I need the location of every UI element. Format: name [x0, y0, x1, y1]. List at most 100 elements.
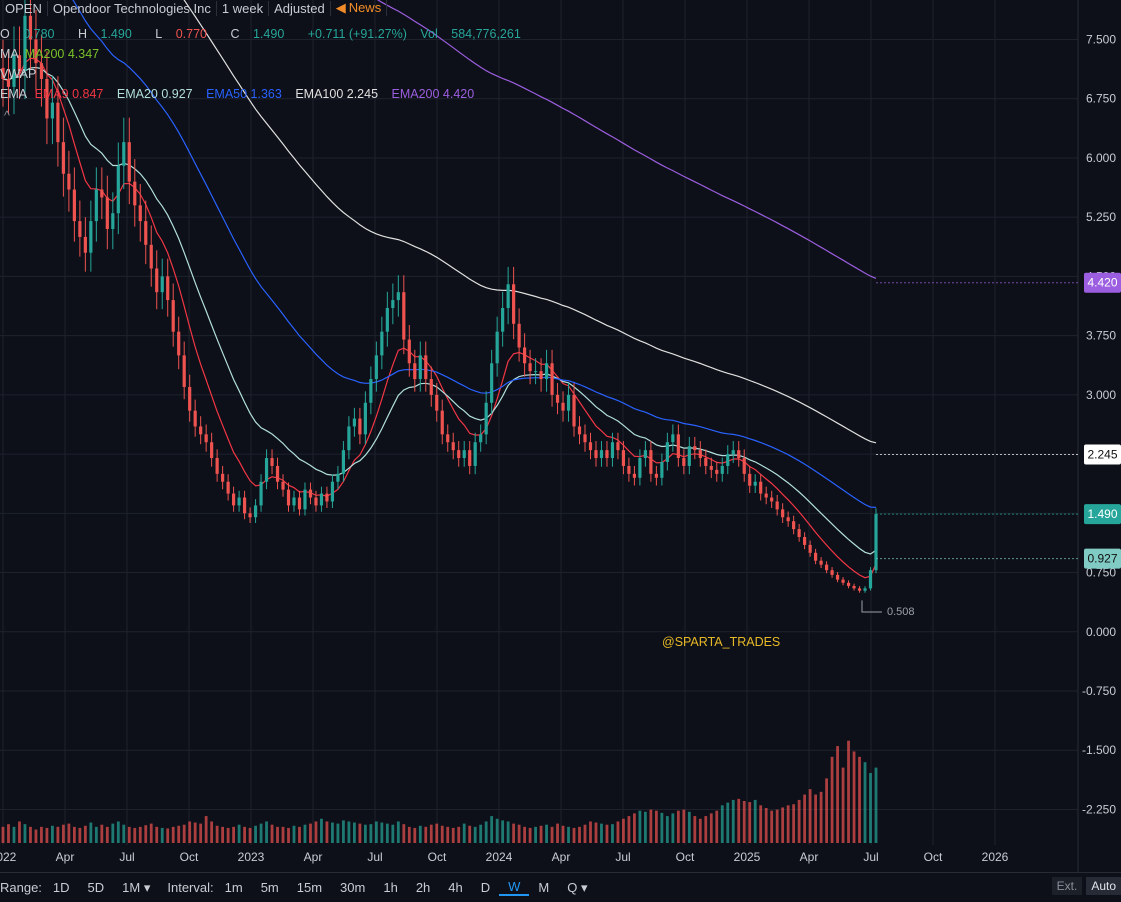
candle-body	[852, 585, 856, 589]
volume-bar	[40, 826, 43, 843]
candle-body	[89, 221, 93, 253]
chart-grid	[0, 0, 1078, 845]
ema20-value: EMA20 0.927	[116, 87, 193, 101]
volume-bar	[1, 826, 5, 843]
ema-label: EMA	[0, 87, 28, 101]
ticker-symbol[interactable]: OPEN	[0, 0, 48, 16]
news-icon: ◀	[335, 0, 346, 15]
ema9-line	[2, 57, 877, 579]
candle-body	[144, 221, 148, 245]
volume-bar	[347, 821, 351, 843]
volume-bar	[116, 821, 120, 843]
collapse-legend-icon[interactable]: ^	[4, 109, 10, 123]
volume-bar	[808, 789, 812, 843]
interval-5m[interactable]: 5m	[260, 880, 279, 895]
auto-button[interactable]: Auto	[1086, 877, 1121, 895]
volume-bar	[622, 818, 625, 843]
interval-m[interactable]: M	[538, 880, 550, 895]
volume-bar	[396, 821, 400, 843]
interval-4h[interactable]: 4h	[448, 880, 463, 895]
ema100-value: EMA100 2.245	[295, 87, 379, 101]
vwap-legend[interactable]: VWAP	[0, 67, 46, 81]
candle-body	[484, 402, 488, 435]
candle-body	[698, 450, 702, 459]
adjusted-label[interactable]: Adjusted	[269, 0, 331, 16]
candle-body	[868, 570, 873, 589]
volume-bar	[45, 827, 49, 843]
volume-bar	[457, 826, 461, 843]
volume-bar	[199, 823, 203, 843]
range-1d[interactable]: 1D	[52, 880, 70, 895]
candle-body	[627, 465, 631, 474]
ma-legend[interactable]: MA MA200 4.347	[0, 47, 109, 61]
interval-1m[interactable]: 1m	[224, 880, 243, 895]
volume-bar	[654, 810, 658, 843]
candle-body	[407, 339, 411, 364]
interval-1h[interactable]: 1h	[383, 880, 398, 895]
volume-bar	[836, 746, 839, 843]
x-tick-label: Oct	[924, 850, 943, 864]
interval-q[interactable]: Q ▾	[567, 879, 588, 895]
volume-bar	[556, 823, 559, 843]
volume-bar	[144, 825, 148, 843]
volume-bar	[786, 805, 790, 843]
price-axis: 7.5006.7506.0005.2504.5003.7503.0002.250…	[1077, 0, 1121, 872]
x-tick-label: Jul	[119, 850, 134, 864]
interval-w[interactable]: W	[499, 879, 530, 896]
candle-body	[297, 497, 302, 510]
volume-bar	[270, 824, 274, 843]
price-axis-bg	[1078, 0, 1121, 872]
range-5d[interactable]: 5D	[87, 880, 105, 895]
interval-2h[interactable]: 2h	[415, 880, 431, 895]
news-button[interactable]: ◀ News	[331, 0, 388, 16]
candle-body	[539, 371, 543, 380]
candle-body	[649, 450, 653, 474]
time-axis: 2022 Apr Jul Oct 2023 Apr Jul Oct 2024 Apr Jul Oct 2…	[0, 850, 1009, 864]
ema-legend[interactable]: EMA EMA9 0.847 EMA20 0.927 EMA50 1.363 E…	[0, 87, 484, 101]
interval-d[interactable]: D	[480, 880, 491, 895]
range-1m[interactable]: 1M ▾	[122, 879, 151, 895]
candle-body	[56, 102, 60, 143]
volume-bar	[600, 823, 603, 843]
volume-bar	[7, 824, 10, 843]
volume-bar	[545, 824, 548, 843]
interval-30m[interactable]: 30m	[340, 880, 366, 895]
x-tick-label: Apr	[56, 850, 75, 864]
x-tick-label: 2023	[238, 850, 265, 864]
interval-label[interactable]: 1 week	[217, 0, 270, 16]
volume-bar	[589, 821, 592, 843]
volume-bar	[506, 821, 510, 843]
candle-body	[160, 276, 164, 293]
candle-body	[737, 450, 741, 459]
candle-body	[232, 493, 236, 506]
candle-body	[555, 394, 560, 403]
candle-body	[599, 450, 604, 459]
candle-body	[621, 450, 626, 466]
volume-bar	[572, 827, 576, 843]
candle-body	[676, 434, 680, 459]
candle-body	[846, 582, 851, 586]
interval-15m[interactable]: 15m	[296, 880, 323, 895]
candle-body	[226, 481, 230, 494]
candle-body	[857, 588, 862, 591]
volume-bar	[18, 821, 21, 843]
candle-body	[863, 588, 867, 591]
y-tick-label: 5.250	[1086, 210, 1116, 224]
candle-body	[616, 442, 620, 451]
volume-bar	[210, 821, 214, 843]
volume-bar	[56, 826, 60, 843]
volume-bar	[468, 825, 472, 843]
volume-bar	[660, 812, 664, 843]
volume-bar	[254, 825, 257, 843]
volume-bar	[440, 825, 444, 843]
y-tick-label: 3.000	[1086, 388, 1116, 402]
volume-bar	[325, 821, 329, 843]
volume-bar	[385, 823, 389, 843]
candle-body	[566, 394, 571, 411]
volume-bar	[583, 824, 587, 843]
volume-bar	[841, 767, 845, 843]
ext-button[interactable]: Ext.	[1051, 877, 1083, 895]
volume-bar	[105, 826, 109, 843]
chart-header: OPEN Opendoor Technologies Inc 1 week Ad…	[0, 0, 388, 16]
